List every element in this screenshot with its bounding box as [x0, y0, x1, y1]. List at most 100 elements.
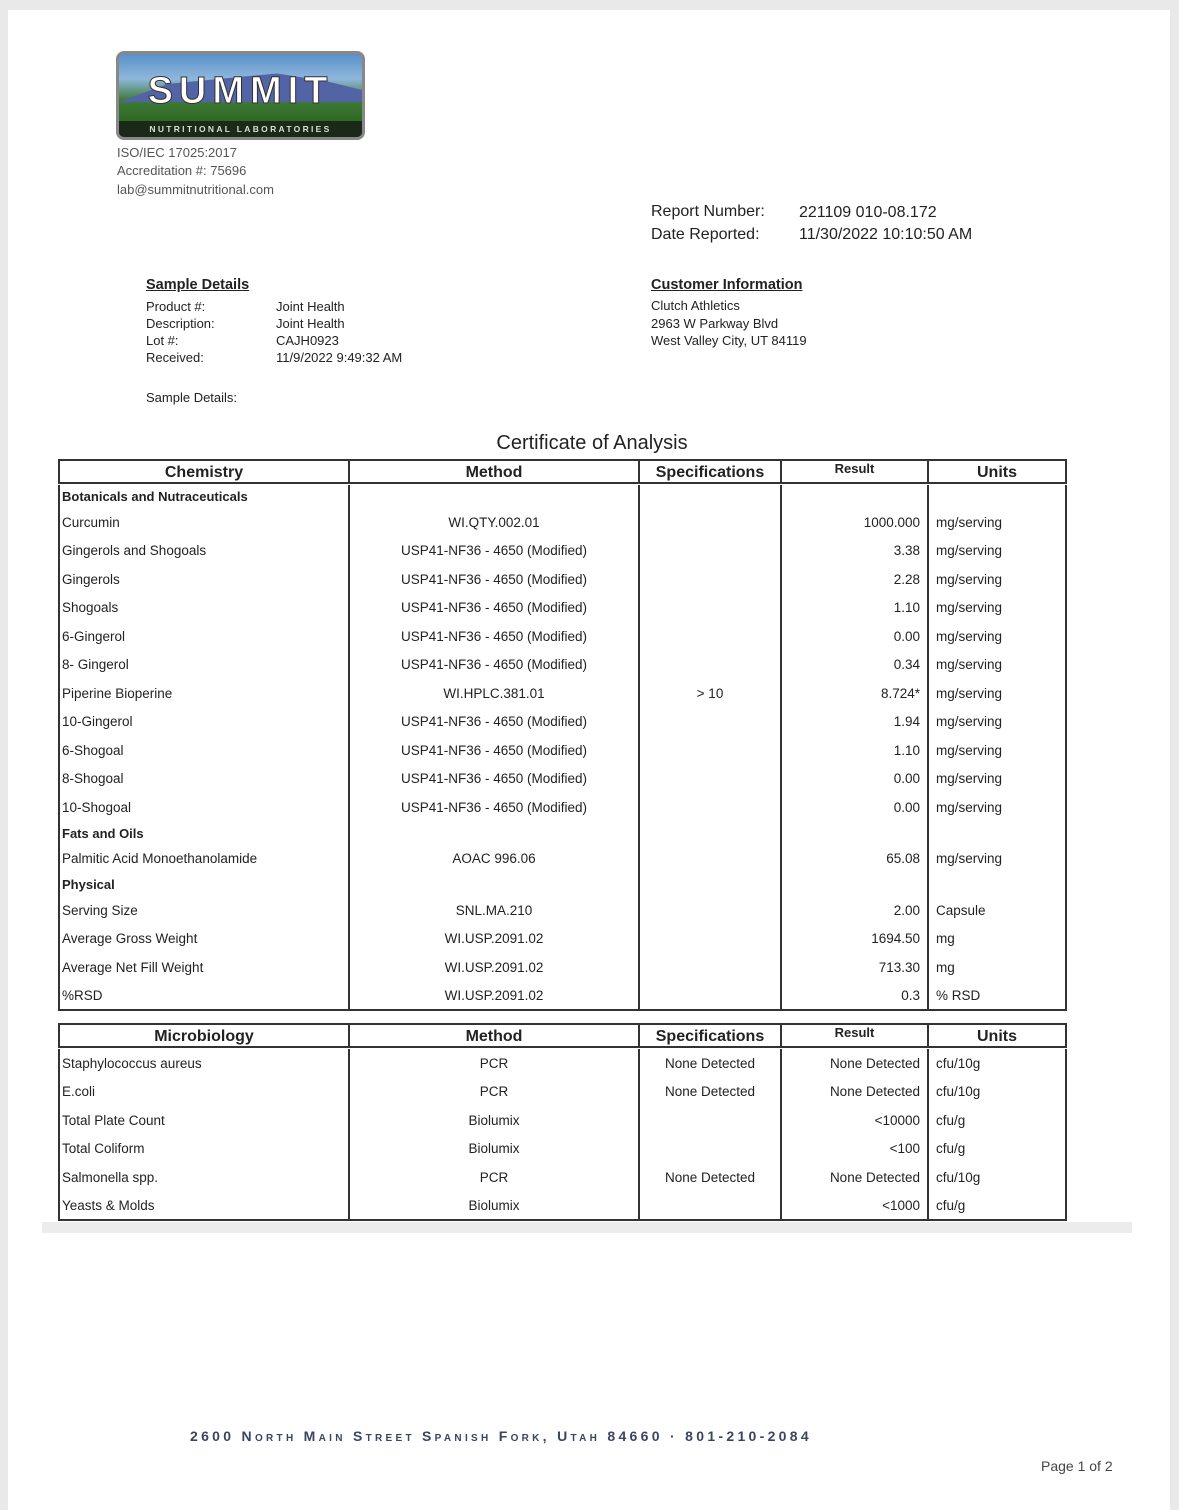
column-header: Microbiology: [58, 1023, 350, 1048]
footer-address: 2600 North Main Street Spanish Fork, Uta…: [190, 1428, 812, 1444]
units-cell: cfu/g: [927, 1191, 1067, 1221]
table-row: Gingerols and Shogoals USP41-NF36 - 4650 …: [58, 536, 1067, 565]
units-cell: mg: [927, 953, 1067, 982]
chemistry-header: Chemistry Method Specifications Result Units: [58, 459, 1067, 484]
name-cell: Salmonella spp.: [58, 1163, 350, 1192]
spec-cell: [638, 565, 782, 594]
units-cell: cfu/g: [927, 1106, 1067, 1135]
spec-cell: [638, 536, 782, 565]
method-cell: USP41-NF36 - 4650 (Modified): [348, 650, 640, 679]
name-cell: Total Plate Count: [58, 1106, 350, 1135]
spec-cell: [638, 508, 782, 537]
units-cell: cfu/10g: [927, 1049, 1067, 1078]
empty-cell: [638, 821, 782, 845]
table-row: Average Net Fill Weight WI.USP.2091.02 713…: [58, 953, 1067, 982]
table-row: E.coli PCR None Detected None Detected cfu/1…: [58, 1077, 1067, 1106]
table-row: Total Plate Count Biolumix <10000 cfu/g: [58, 1106, 1067, 1135]
result-cell: 0.00: [780, 764, 929, 793]
table-row: Curcumin WI.QTY.002.01 1000.000 mg/serving: [58, 508, 1067, 537]
name-cell: Average Net Fill Weight: [58, 953, 350, 982]
empty-cell: [927, 485, 1067, 508]
spec-cell: [638, 593, 782, 622]
microbiology-table: Staphylococcus aureus PCR None Detected Non…: [58, 1049, 1067, 1221]
table-row: Total Coliform Biolumix <100 cfu/g: [58, 1134, 1067, 1163]
result-cell: 8.724*: [780, 679, 929, 708]
method-cell: USP41-NF36 - 4650 (Modified): [348, 736, 640, 765]
column-header: Result: [780, 459, 929, 484]
section-header-row: Physical: [58, 873, 1067, 896]
chemistry-table: Botanicals and Nutraceuticals Curcumin WI.…: [58, 485, 1067, 1011]
empty-cell: [348, 821, 640, 845]
result-cell: 2.00: [780, 896, 929, 925]
method-cell: AOAC 996.06: [348, 844, 640, 873]
result-cell: 0.3: [780, 981, 929, 1011]
summit-logo: SUMMIT NUTRITIONAL LABORATORIES: [116, 51, 365, 140]
page-number: Page 1 of 2: [1041, 1458, 1113, 1474]
method-cell: USP41-NF36 - 4650 (Modified): [348, 764, 640, 793]
empty-cell: [638, 873, 782, 896]
method-cell: PCR: [348, 1163, 640, 1192]
spec-cell: None Detected: [638, 1077, 782, 1106]
spec-cell: [638, 1134, 782, 1163]
method-cell: USP41-NF36 - 4650 (Modified): [348, 536, 640, 565]
units-cell: mg: [927, 924, 1067, 953]
report-number-label: Report Number:: [651, 203, 765, 220]
table-row: %RSD WI.USP.2091.02 0.3% RSD: [58, 981, 1067, 1011]
name-cell: Yeasts & Molds: [58, 1191, 350, 1221]
result-cell: 1000.000: [780, 508, 929, 537]
empty-cell: [348, 485, 640, 508]
result-cell: <1000: [780, 1191, 929, 1221]
result-cell: None Detected: [780, 1163, 929, 1192]
date-reported-label: Date Reported:: [651, 226, 760, 243]
report-number: 221109 010-08.172: [799, 204, 937, 221]
result-cell: 0.00: [780, 622, 929, 651]
result-cell: <100: [780, 1134, 929, 1163]
result-cell: 0.00: [780, 793, 929, 822]
lab-email: lab@summitnutritional.com: [117, 182, 274, 197]
section-title: Fats and Oils: [58, 821, 350, 845]
method-cell: USP41-NF36 - 4650 (Modified): [348, 793, 640, 822]
method-cell: WI.USP.2091.02: [348, 953, 640, 982]
result-cell: 3.38: [780, 536, 929, 565]
table-row: Shogoals USP41-NF36 - 4650 (Modified) 1.10…: [58, 593, 1067, 622]
name-cell: Gingerols and Shogoals: [58, 536, 350, 565]
units-cell: mg/serving: [927, 793, 1067, 822]
units-cell: mg/serving: [927, 736, 1067, 765]
name-cell: Gingerols: [58, 565, 350, 594]
spec-cell: [638, 650, 782, 679]
sample-field-label: Description:: [146, 316, 215, 331]
name-cell: %RSD: [58, 981, 350, 1011]
method-cell: WI.USP.2091.02: [348, 924, 640, 953]
certificate-title: Certificate of Analysis: [496, 432, 688, 454]
customer-line: Clutch Athletics: [651, 298, 740, 313]
name-cell: Average Gross Weight: [58, 924, 350, 953]
spec-cell: [638, 793, 782, 822]
empty-cell: [348, 873, 640, 896]
section-title: Botanicals and Nutraceuticals: [58, 485, 350, 508]
method-cell: Biolumix: [348, 1134, 640, 1163]
name-cell: Staphylococcus aureus: [58, 1049, 350, 1078]
name-cell: 10-Gingerol: [58, 707, 350, 736]
method-cell: SNL.MA.210: [348, 896, 640, 925]
method-cell: Biolumix: [348, 1191, 640, 1221]
spec-cell: None Detected: [638, 1163, 782, 1192]
column-header: Method: [348, 459, 640, 484]
method-cell: PCR: [348, 1049, 640, 1078]
name-cell: E.coli: [58, 1077, 350, 1106]
empty-cell: [927, 821, 1067, 845]
column-header: Units: [927, 1023, 1067, 1048]
name-cell: 6-Gingerol: [58, 622, 350, 651]
spec-cell: [638, 707, 782, 736]
column-header: Specifications: [638, 459, 782, 484]
column-header: Chemistry: [58, 459, 350, 484]
units-cell: cfu/10g: [927, 1077, 1067, 1106]
units-cell: mg/serving: [927, 679, 1067, 708]
units-cell: mg/serving: [927, 844, 1067, 873]
name-cell: Curcumin: [58, 508, 350, 537]
spec-cell: [638, 896, 782, 925]
empty-cell: [780, 485, 929, 508]
name-cell: 10-Shogoal: [58, 793, 350, 822]
method-cell: USP41-NF36 - 4650 (Modified): [348, 707, 640, 736]
result-cell: None Detected: [780, 1077, 929, 1106]
sample-field-value: CAJH0923: [276, 333, 339, 348]
